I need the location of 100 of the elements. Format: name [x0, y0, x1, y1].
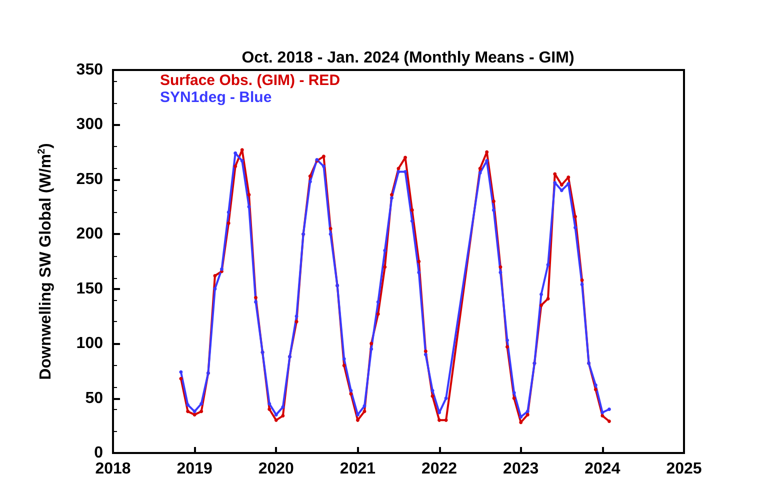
point: [417, 260, 421, 264]
point: [410, 208, 414, 212]
point: [322, 154, 326, 158]
point: [519, 420, 523, 424]
point: [274, 418, 278, 422]
text: Surface Obs. (GIM) - RED: [160, 72, 340, 89]
point: [192, 410, 196, 414]
point: [247, 193, 251, 196]
point: [566, 175, 570, 179]
point: [342, 364, 346, 368]
point: [553, 172, 557, 176]
x-tick-label: 2023: [503, 460, 539, 478]
point: [370, 342, 374, 346]
point: [574, 214, 578, 218]
point: [186, 410, 190, 414]
point: [560, 188, 564, 192]
point: [362, 410, 366, 414]
point: [438, 418, 442, 422]
y-tick-label: 0: [94, 444, 104, 462]
point: [478, 166, 482, 170]
point: [274, 412, 278, 416]
x-tick-label: 2024: [584, 460, 620, 478]
point: [200, 410, 204, 414]
point: [417, 270, 421, 274]
point: [498, 270, 502, 274]
point: [179, 376, 183, 380]
point: [566, 182, 570, 186]
y-tick-label: 350: [76, 62, 104, 78]
point: [200, 402, 204, 406]
point: [519, 415, 523, 419]
point: [594, 388, 598, 392]
y-tick-label: 250: [76, 170, 104, 188]
point: [444, 396, 448, 400]
point: [294, 314, 298, 318]
y-tick-label: 200: [76, 226, 104, 243]
point: [546, 263, 550, 267]
x-tick-label: 2018: [95, 460, 131, 478]
point: [213, 274, 217, 278]
point: [396, 170, 400, 174]
point: [526, 410, 530, 414]
point: [410, 219, 414, 223]
point: [512, 391, 516, 395]
y-tick-label: 50: [85, 390, 104, 407]
point: [281, 414, 285, 418]
point: [505, 338, 509, 342]
text: SYN1deg - Blue: [160, 89, 272, 106]
point: [281, 405, 285, 409]
point: [540, 304, 543, 308]
point: [383, 265, 387, 269]
y-tick-label: 300: [76, 116, 104, 134]
point: [247, 205, 251, 209]
point: [322, 164, 326, 168]
y-axis-title: Downwelling SW Global (W/m2): [36, 143, 54, 380]
point: [424, 352, 428, 356]
point: [328, 232, 332, 236]
point: [424, 349, 428, 353]
point: [404, 170, 408, 174]
point: [370, 347, 374, 351]
point: [240, 159, 244, 163]
point: [234, 164, 238, 168]
point: [294, 320, 298, 324]
point: [390, 196, 394, 200]
point: [540, 292, 543, 296]
point: [376, 300, 380, 304]
point: [553, 180, 557, 184]
point: [376, 312, 380, 316]
point: [220, 267, 224, 271]
point: [349, 388, 353, 392]
point: [254, 296, 258, 300]
point: [390, 193, 394, 196]
point: [342, 357, 346, 361]
point: [492, 200, 496, 204]
point: [607, 420, 611, 424]
point: [268, 402, 272, 406]
point: [580, 278, 584, 282]
y-tick-label: 150: [76, 280, 104, 298]
point: [254, 300, 258, 304]
point: [213, 287, 217, 291]
chart-title: Oct. 2018 - Jan. 2024 (Monthly Means - GIM): [242, 50, 574, 66]
point: [226, 221, 230, 225]
point: [505, 345, 509, 349]
x-tick-label: 2020: [258, 460, 294, 478]
point: [600, 414, 604, 418]
point: [430, 394, 434, 398]
point: [404, 156, 408, 160]
point: [328, 226, 332, 230]
point: [607, 407, 611, 411]
x-tick-label: 2019: [176, 460, 212, 478]
point: [574, 226, 578, 230]
point: [430, 388, 434, 392]
point: [485, 150, 489, 154]
x-tick-label: 2025: [666, 460, 702, 478]
point: [526, 412, 530, 416]
point: [234, 151, 238, 155]
x-tick-label: 2022: [421, 460, 458, 478]
point: [492, 208, 496, 212]
point: [512, 396, 516, 400]
point: [478, 171, 482, 175]
point: [192, 412, 196, 416]
point: [594, 383, 598, 387]
